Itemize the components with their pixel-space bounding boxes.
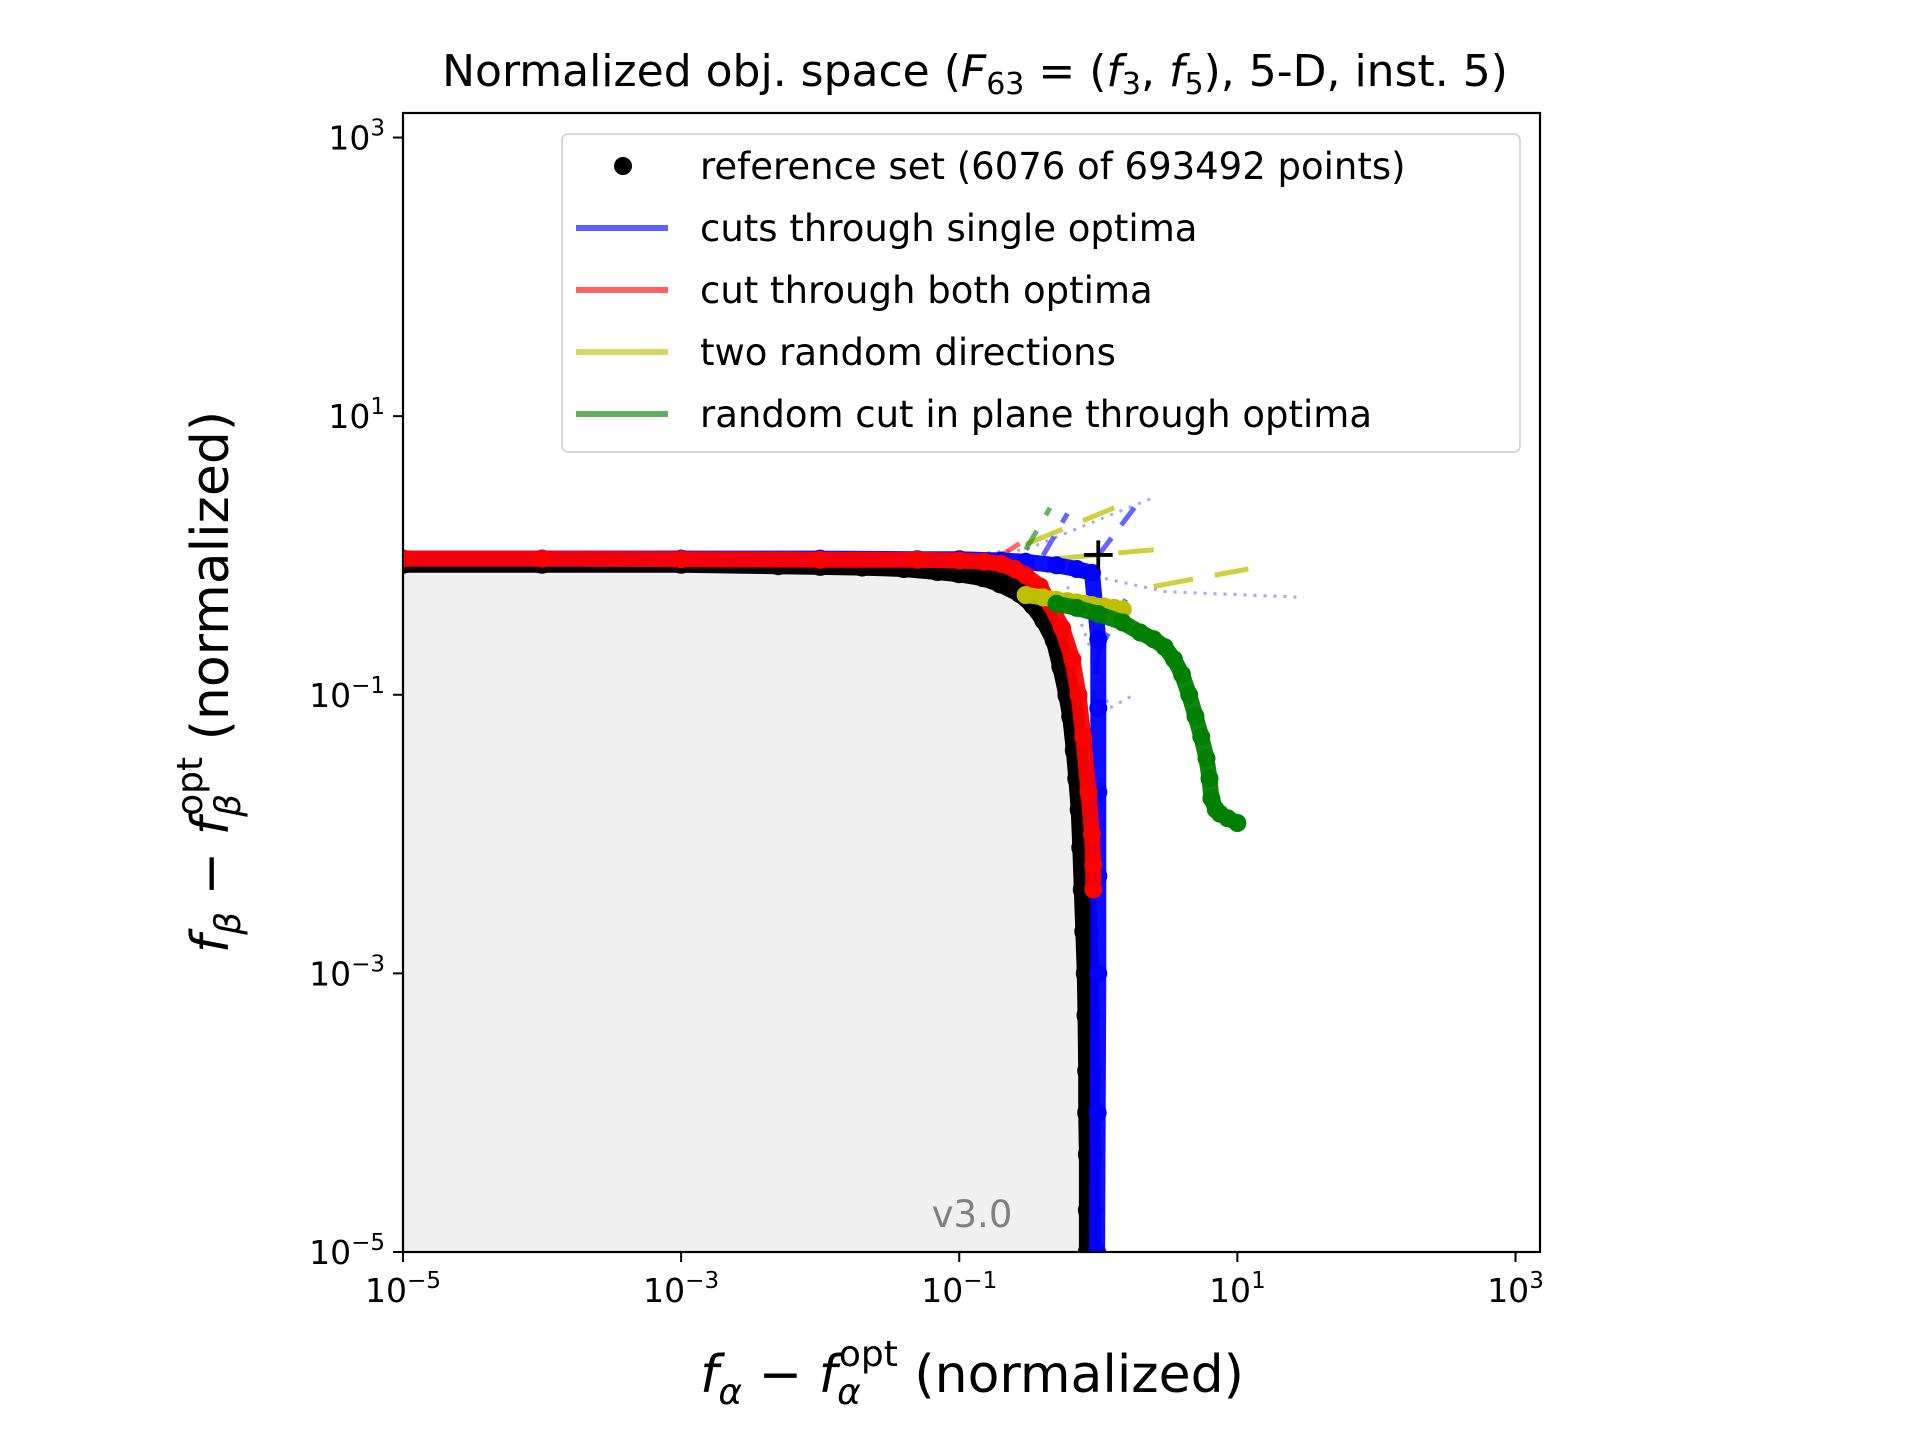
series-point <box>1084 856 1103 874</box>
series-point <box>1067 560 1086 578</box>
series-point <box>1165 650 1183 669</box>
series-point <box>989 569 1014 594</box>
series-point <box>1083 563 1101 582</box>
plot-frame <box>401 111 1542 1254</box>
x-tick-label: 10−1 <box>921 1268 997 1310</box>
legend-label: random cut in plane through optima <box>700 393 1372 436</box>
dashed-cut-segment <box>1096 498 1143 558</box>
series-point <box>1089 964 1108 983</box>
x-tick-label: 10−5 <box>365 1268 441 1310</box>
series-point <box>1067 598 1086 617</box>
series-4 <box>1047 594 1247 832</box>
series-point <box>1084 880 1103 899</box>
series-point <box>811 550 830 569</box>
y-axis-label: fβ − fβopt (normalized) <box>170 411 249 953</box>
series-point <box>908 550 927 569</box>
series-point <box>1200 769 1219 788</box>
series-point <box>974 552 993 571</box>
series-point <box>1088 1243 1107 1252</box>
series-point <box>1089 630 1108 649</box>
series-point <box>1047 556 1066 575</box>
legend-entry: two random directions <box>576 331 1116 374</box>
legend-label: cut through both optima <box>700 269 1153 312</box>
legend-entry: random cut in plane through optima <box>576 393 1372 436</box>
nadir-marker-layer: + <box>1079 526 1118 580</box>
dashed-cut-segment <box>1040 512 1070 557</box>
x-axis-ticks: 10−5 10−3 10−1 101 103 <box>365 1252 1544 1310</box>
series-point <box>1131 623 1150 642</box>
series-point <box>1074 727 1093 746</box>
chart-title: Normalized obj. space (F63 = (f3, f5), 5… <box>442 46 1508 102</box>
legend-box <box>561 133 1521 453</box>
legend-dot-marker <box>614 157 632 175</box>
series-point <box>1089 605 1108 623</box>
dotted-cut-path <box>1025 567 1304 599</box>
series-point <box>1089 699 1108 718</box>
nadir-plus-marker: + <box>1079 526 1118 580</box>
series-point <box>672 550 691 569</box>
legend-entry: reference set (6076 of 693492 points) <box>614 145 1406 188</box>
x-tick-label: 103 <box>1487 1268 1544 1310</box>
series-point <box>1047 594 1066 613</box>
series-point <box>1192 727 1211 746</box>
legend-entry: cut through both optima <box>576 269 1153 312</box>
series-point <box>1053 619 1072 638</box>
series-point <box>1197 749 1216 768</box>
series-point <box>1016 566 1035 585</box>
series-line <box>403 550 1102 898</box>
series-point <box>992 554 1011 573</box>
legend-label: cuts through single optima <box>700 207 1197 250</box>
x-tick-label: 10−3 <box>643 1268 719 1310</box>
series-layer <box>403 549 1247 1252</box>
dominated-region-layer <box>403 561 1090 1252</box>
y-tick-label: 10−3 <box>309 951 385 993</box>
x-tick-label: 101 <box>1209 1268 1266 1310</box>
yellow-dashed-segment <box>1153 566 1249 589</box>
series-point <box>1079 783 1098 802</box>
series-point <box>1180 685 1199 704</box>
y-tick-label: 10−1 <box>309 673 385 715</box>
dotted-cut-path <box>1066 585 1135 711</box>
series-point <box>1088 1103 1107 1122</box>
legend-label: reference set (6076 of 693492 points) <box>700 145 1406 188</box>
legend-label: two random directions <box>700 331 1116 374</box>
y-tick-label: 103 <box>328 116 385 158</box>
yellow-dashed-segment <box>1056 547 1154 562</box>
y-tick-label: 101 <box>328 394 385 436</box>
series-point <box>1063 650 1082 669</box>
series-point <box>1173 665 1191 684</box>
legend-entries: reference set (6076 of 693492 points) cut… <box>576 145 1406 436</box>
legend-entry: cuts through single optima <box>576 207 1197 250</box>
series-point <box>1186 707 1205 726</box>
dominated-region <box>403 561 1090 1252</box>
y-axis-ticks: 10−5 10−3 10−1 101 103 <box>309 116 403 1272</box>
series-point <box>1113 613 1132 632</box>
series-point <box>403 549 412 568</box>
version-label: v3.0 <box>932 1193 1013 1236</box>
series-2 <box>403 549 1103 899</box>
series-point <box>1083 825 1101 844</box>
series-point <box>533 549 552 568</box>
y-tick-label: 10−5 <box>309 1230 385 1272</box>
series-point <box>1016 586 1035 604</box>
yellow-dashed-segment <box>1024 505 1116 547</box>
series-point <box>1228 814 1247 832</box>
series-point <box>1034 588 1052 607</box>
series-point <box>1069 685 1088 704</box>
x-axis-label: fα − fαopt (normalized) <box>700 1334 1244 1413</box>
green-dashed-segment <box>1023 506 1053 551</box>
series-point <box>950 551 969 570</box>
legend: reference set (6076 of 693492 points) cut… <box>561 133 1521 453</box>
